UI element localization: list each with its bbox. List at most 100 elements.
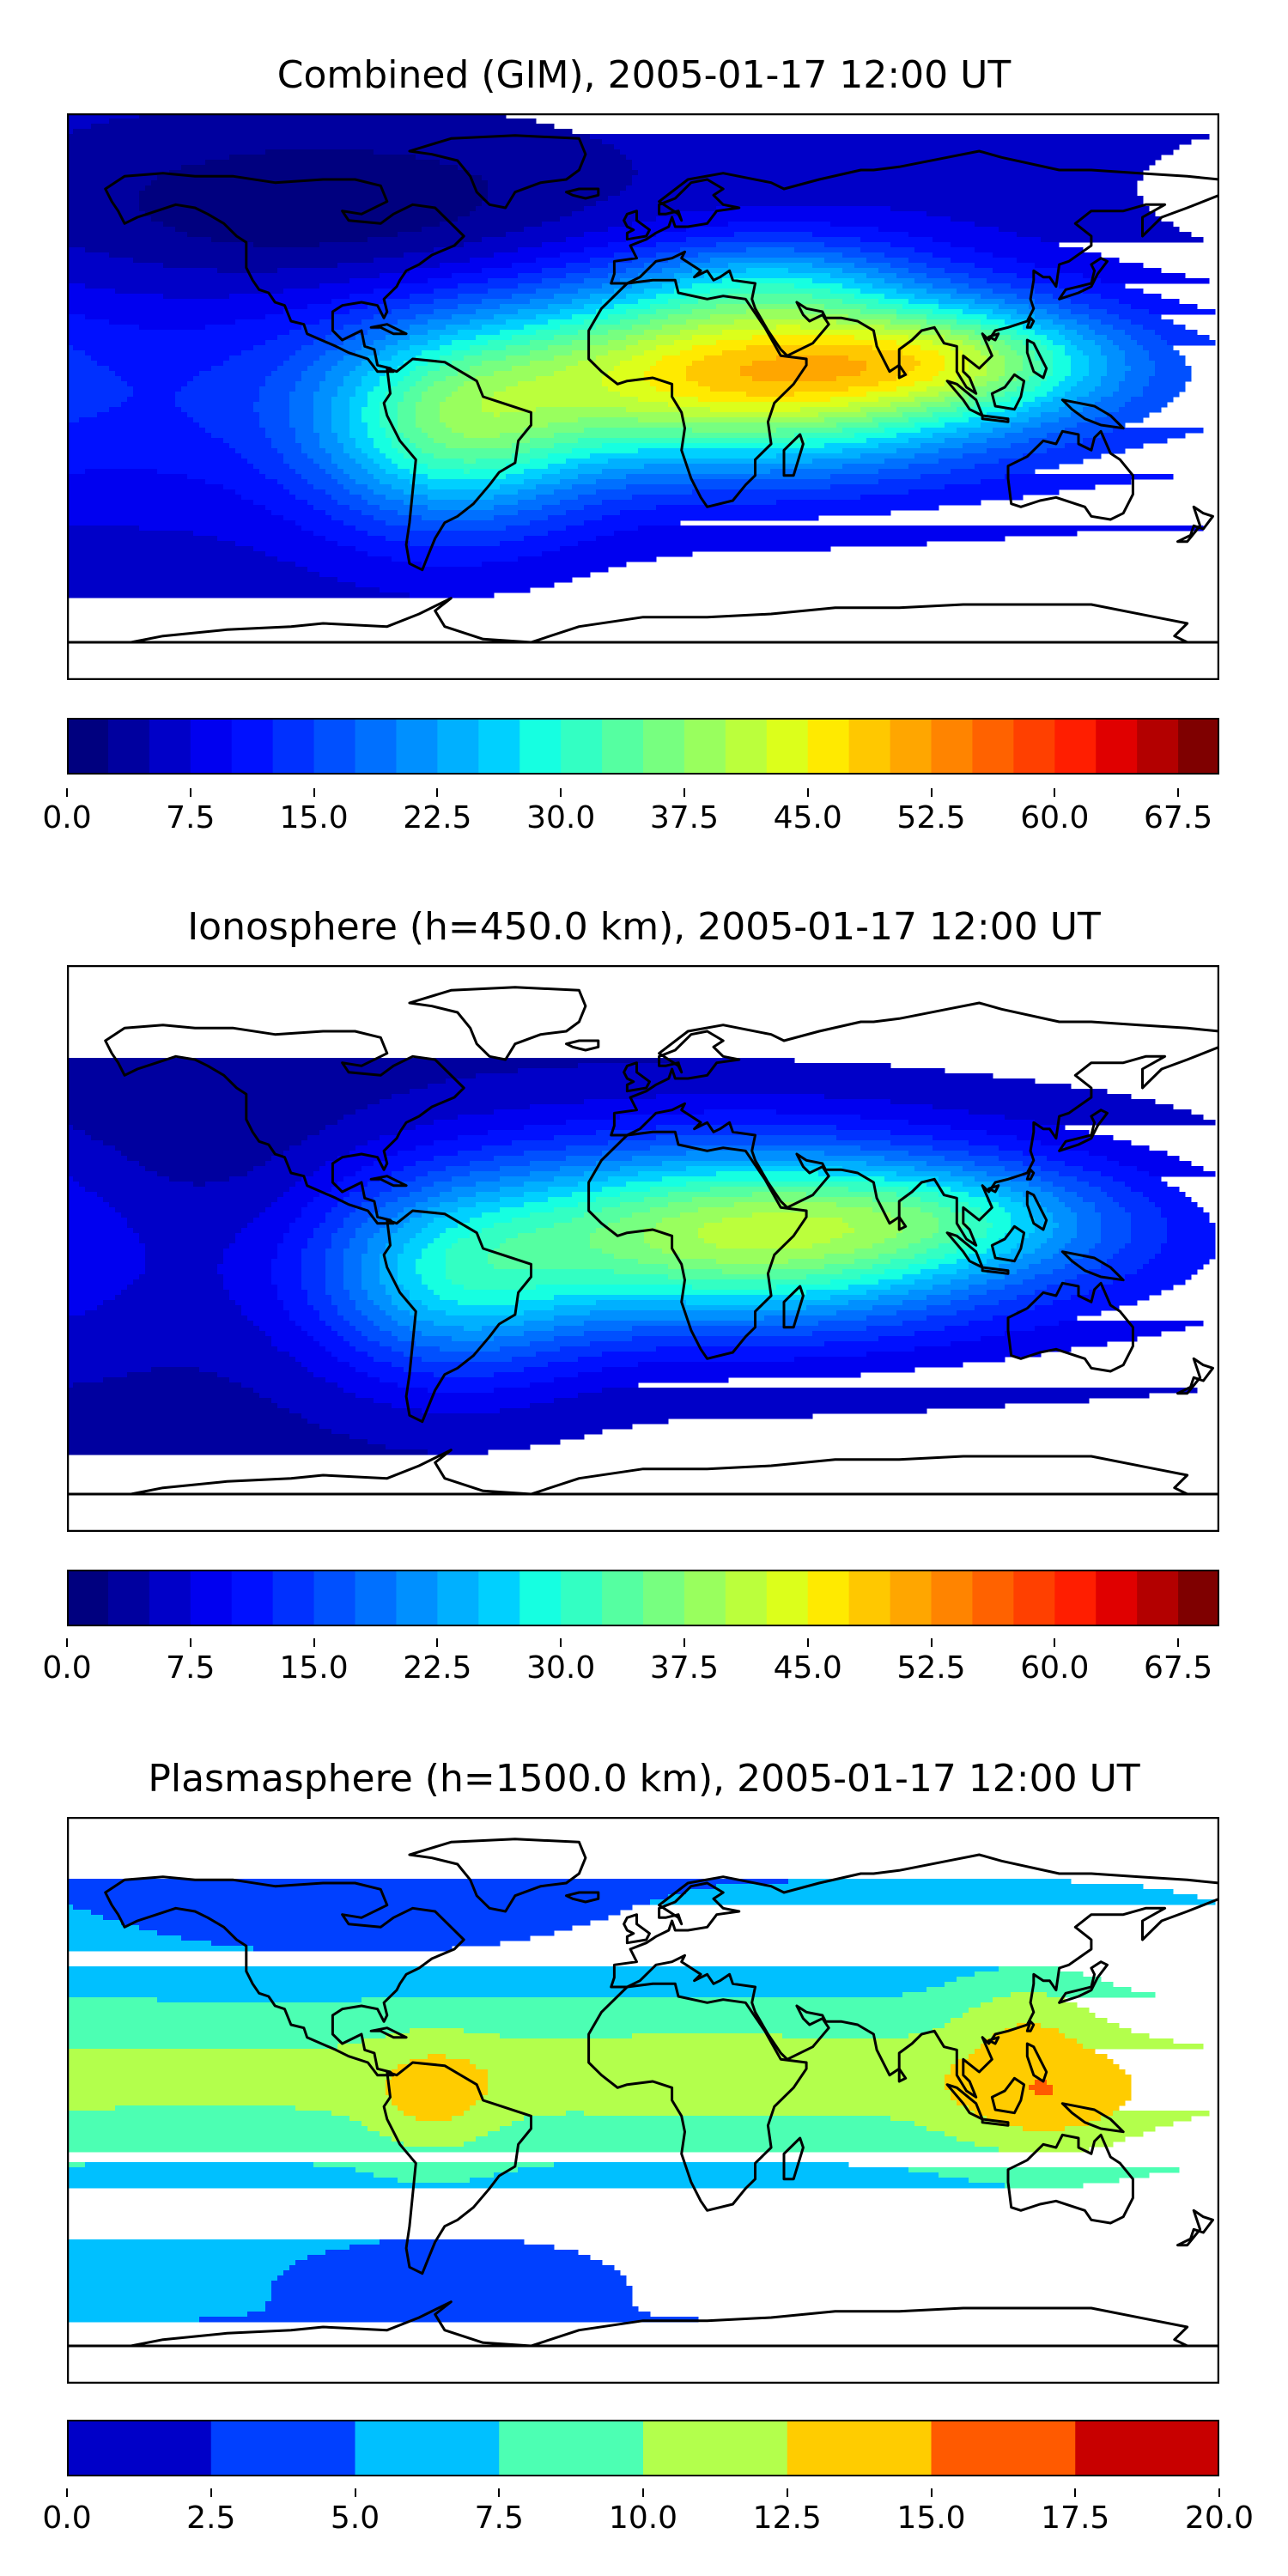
map-frame (67, 965, 1219, 1532)
colorbar-segment (355, 718, 398, 775)
tick-mark (786, 2488, 788, 2497)
colorbar-segment (807, 1570, 850, 1626)
colorbar-segment (725, 718, 768, 775)
coastline-cuba (369, 1175, 408, 1188)
coastline-madagascar (782, 2136, 805, 2181)
colorbar-segment (1075, 2420, 1220, 2476)
coastline-north-america (104, 1875, 465, 2077)
colorbar-segment (931, 718, 974, 775)
colorbar-segment (725, 1570, 768, 1626)
colorbar-segment (643, 2420, 788, 2476)
coastline-taiwan (1025, 1168, 1036, 1181)
colorbar-segment (1013, 1570, 1055, 1626)
colorbar-segment (149, 1570, 191, 1626)
colorbar-segment (107, 718, 150, 775)
colorbar-segment (499, 2420, 644, 2476)
tick-label: 7.5 (474, 2500, 524, 2536)
tick-label: 52.5 (896, 800, 966, 835)
coastline-new-guinea (1060, 398, 1125, 430)
colorbar-segment (602, 718, 644, 775)
colorbar-segment (190, 1570, 233, 1626)
tick-mark (1074, 2488, 1077, 2497)
colorbar-segment (890, 718, 933, 775)
tick-mark (1054, 1638, 1056, 1647)
tick-label: 22.5 (403, 1650, 472, 1686)
tick-mark (1054, 788, 1056, 797)
map-title: Plasmasphere (h=1500.0 km), 2005-01-17 1… (148, 1757, 1140, 1801)
colorbar-segment (643, 718, 685, 775)
tick-label: 2.5 (186, 2500, 236, 2536)
tick-mark (806, 788, 809, 797)
tick-label: 15.0 (896, 2500, 966, 2536)
coastline-greenland (408, 134, 587, 210)
coastline-iceland (565, 1039, 600, 1052)
coastline-uk (623, 210, 651, 241)
tick-mark (66, 2488, 68, 2497)
colorbar-svg (67, 2420, 1220, 2476)
coastline-java (981, 2117, 1010, 2127)
tick-mark (683, 1638, 685, 1647)
tick-label: 52.5 (896, 1650, 966, 1686)
colorbar-segment (1178, 1570, 1220, 1626)
colorbar-segment (1137, 718, 1179, 775)
colorbar-segment (683, 718, 726, 775)
coastline-new-zealand (1176, 505, 1214, 544)
colorbar-segment (602, 1570, 644, 1626)
coastline-iceland (565, 1891, 600, 1904)
tick-label: 60.0 (1020, 1650, 1090, 1686)
tick-label: 37.5 (649, 800, 719, 835)
colorbar-frame (67, 718, 1219, 775)
colorbar-svg (67, 1570, 1220, 1626)
colorbar-segment (643, 1570, 685, 1626)
map-ionosphere (67, 965, 1219, 1532)
tick-mark (806, 1638, 809, 1647)
map-frame (67, 113, 1219, 680)
colorbar-segment (1178, 718, 1220, 775)
coastline-eurasia (610, 149, 1219, 395)
colorbar (67, 2420, 1220, 2476)
tick-mark (930, 1638, 933, 1647)
colorbar-svg (67, 718, 1220, 775)
colorbar-segment (1013, 718, 1055, 775)
colorbar-segment (807, 718, 850, 775)
coastline-north-america (104, 172, 465, 374)
colorbar-segment (190, 718, 233, 775)
colorbar-segment (396, 718, 438, 775)
tick-label: 12.5 (752, 2500, 822, 2536)
colorbar-segment (231, 1570, 274, 1626)
colorbar-segment (1096, 1570, 1138, 1626)
coastline-sri-lanka (897, 2067, 908, 2083)
map-plasmasphere (67, 1817, 1219, 2384)
colorbar-frame (67, 1570, 1219, 1626)
coastline-south-america (382, 357, 532, 572)
colorbar-segment (766, 718, 809, 775)
colorbar (67, 1570, 1220, 1626)
coastline-new-zealand (1176, 2208, 1214, 2247)
tick-label: 17.5 (1041, 2500, 1110, 2536)
coastlines (67, 986, 1219, 1496)
colorbar-frame (67, 2420, 1219, 2476)
colorbar-segment (67, 1570, 109, 1626)
map-frame (67, 1817, 1219, 2384)
colorbar-segment (931, 2420, 1076, 2476)
colorbar-segment (437, 1570, 479, 1626)
colorbar-segment (272, 718, 315, 775)
coastline-greenland (408, 1838, 587, 1913)
coastlines (67, 134, 1219, 644)
coastline-cuba (369, 323, 408, 336)
tick-mark (436, 788, 439, 797)
tick-label: 22.5 (403, 800, 472, 835)
tick-mark (1177, 1638, 1180, 1647)
coastline-north-america (104, 1024, 465, 1225)
coastline-hainan (987, 2036, 1000, 2045)
colorbar (67, 718, 1220, 775)
colorbar-segment (67, 2420, 212, 2476)
tick-mark (560, 1638, 562, 1647)
colorbar-segment (848, 1570, 891, 1626)
tick-label: 67.5 (1143, 800, 1213, 835)
colorbar-segment (848, 718, 891, 775)
tick-label: 30.0 (526, 1650, 596, 1686)
coastline-antarctica (67, 597, 1219, 644)
coastline-borneo (990, 373, 1026, 411)
coastline-south-america (382, 1209, 532, 1424)
